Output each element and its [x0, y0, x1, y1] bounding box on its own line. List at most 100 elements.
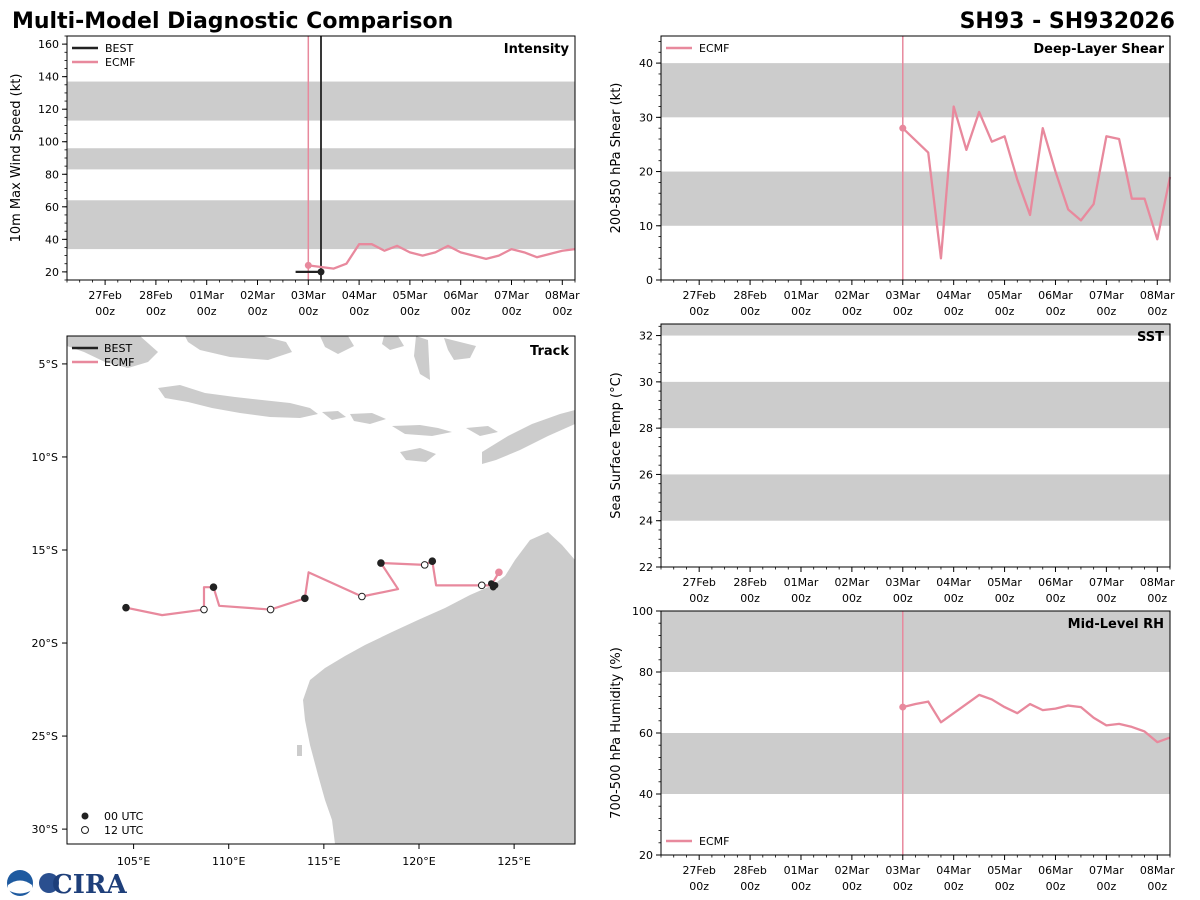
- sst-panel: 22 24 26 28 30 32 27Feb 00z 28Feb 00z 01Mar 00z 02Ma…: [609, 323, 1175, 605]
- intensity-x-tick-date: 04Mar: [342, 289, 377, 302]
- land-sumatra-south: [67, 336, 158, 368]
- legend-00utc: 00 UTC: [104, 810, 144, 823]
- rh-x-tick-hour: 00z: [1046, 880, 1066, 893]
- land-australia: [303, 532, 575, 844]
- rh-x-tick-date: 01Mar: [784, 864, 819, 877]
- sst-x-tick-date: 04Mar: [936, 576, 971, 589]
- track-ecmf-marker-00utc: [209, 583, 218, 592]
- intensity-panel: 20 40 60 80 100 120 140 160 27Feb 00z 28Feb 00z 01Ma…: [9, 35, 580, 318]
- rh-x-tick-date: 28Feb: [733, 864, 766, 877]
- rh-x-tick-hour: 00z: [1147, 880, 1167, 893]
- track-ecmf-marker-00utc: [495, 568, 503, 577]
- sst-x-tick-hour: 00z: [1147, 592, 1167, 605]
- sst-x-tick-date: 01Mar: [784, 576, 819, 589]
- rh-ylabel: 700-500 hPa Humidity (%): [609, 647, 624, 819]
- sst-y-tick-label: 26: [639, 468, 653, 481]
- intensity-x-tick-date: 27Feb: [88, 289, 121, 302]
- sst-x-tick-hour: 00z: [944, 592, 964, 605]
- intensity-x-tick-date: 05Mar: [393, 289, 428, 302]
- rh-band-1: [661, 611, 1170, 672]
- track-x-tick-label: 115°E: [307, 855, 340, 868]
- track-ecmf-marker-00utc: [122, 603, 130, 612]
- shear-x-tick-date: 27Feb: [682, 289, 715, 302]
- rh-x-tick-hour: 00z: [944, 880, 964, 893]
- rh-x-tick-date: 02Mar: [834, 864, 869, 877]
- intensity-y-tick-label: 100: [38, 136, 59, 149]
- shear-ylabel: 200-850 hPa Shear (kt): [609, 83, 624, 234]
- rh-y-tick-label: 40: [639, 788, 653, 801]
- rh-x-tick-date: 06Mar: [1038, 864, 1073, 877]
- land-sulawesi-sw: [382, 336, 404, 350]
- land-sumba: [400, 448, 436, 462]
- sst-y-tick-label: 24: [639, 515, 653, 528]
- sst-y-tick-label: 30: [639, 376, 653, 389]
- shear-x-tick-date: 04Mar: [936, 289, 971, 302]
- sst-x-tick-date: 02Mar: [834, 576, 869, 589]
- rh-legend-ecmf: ECMF: [699, 835, 729, 848]
- shear-x-tick-date: 02Mar: [834, 289, 869, 302]
- land-buton: [444, 338, 476, 360]
- shear-ecmf-point: [899, 124, 907, 132]
- track-ecmf-marker-12utc: [477, 581, 486, 590]
- sst-x-tick-date: 05Mar: [987, 576, 1022, 589]
- track-ecmf-marker-12utc: [420, 561, 429, 569]
- track-x-tick-label: 125°E: [497, 855, 530, 868]
- sst-x-tick-date: 07Mar: [1089, 576, 1124, 589]
- rh-x-tick-date: 27Feb: [682, 864, 715, 877]
- land-sumbawa: [350, 413, 386, 424]
- intensity-x-tick-date: 02Mar: [240, 289, 275, 302]
- shear-y-tick-label: 10: [639, 220, 653, 233]
- track-ecmf-marker-00utc: [428, 557, 437, 565]
- shear-panel: 0 10 20 30 40 27Feb 00z 28Feb 00z 01Mar 00z 02Mar 00…: [609, 35, 1175, 318]
- track-x-tick-label: 120°E: [402, 855, 435, 868]
- intensity-y-tick-label: 80: [45, 168, 59, 181]
- track-x-tick-label: 105°E: [117, 855, 150, 868]
- rh-x-tick-date: 07Mar: [1089, 864, 1124, 877]
- shear-x-tick-hour: 00z: [740, 305, 760, 318]
- intensity-series-ecmf: [308, 243, 576, 270]
- land-timor: [482, 410, 575, 464]
- track-ecmf-marker-00utc: [301, 594, 309, 603]
- intensity-y-tick-label: 60: [45, 201, 59, 214]
- shear-x-tick-hour: 00z: [944, 305, 964, 318]
- intensity-ylabel: 10m Max Wind Speed (kt): [9, 74, 24, 243]
- track-y-tick-label: 20°S: [32, 637, 58, 650]
- shear-x-tick-hour: 00z: [1046, 305, 1066, 318]
- track-ecmf-marker-12utc: [200, 605, 208, 614]
- storm-id: SH93 - SH932026: [960, 9, 1175, 34]
- land-sulawesi: [320, 336, 354, 354]
- intensity-x-tick-hour: 00z: [349, 305, 369, 318]
- rh-x-tick-date: 03Mar: [885, 864, 920, 877]
- rh-x-tick-hour: 00z: [740, 880, 760, 893]
- intensity-x-tick-date: 06Mar: [443, 289, 478, 302]
- intensity-x-tick-date: 28Feb: [139, 289, 172, 302]
- legend-12utc-marker: [81, 826, 89, 834]
- land-masses: [67, 336, 575, 844]
- track-title: Track: [530, 344, 569, 359]
- rh-ecmf-point: [899, 703, 907, 711]
- track-x-tick-label: 110°E: [212, 855, 245, 868]
- track-best-marker-00utc: [487, 580, 495, 587]
- rh-band-0: [661, 733, 1170, 794]
- rh-x-tick-date: 04Mar: [936, 864, 971, 877]
- rh-x-tick-date: 08Mar: [1140, 864, 1175, 877]
- logo: CIRA: [7, 870, 127, 900]
- figure-title: Multi-Model Diagnostic Comparison: [12, 9, 453, 34]
- rh-y-tick-label: 60: [639, 727, 653, 740]
- shear-y-tick-label: 40: [639, 57, 653, 70]
- shear-x-tick-date: 03Mar: [885, 289, 920, 302]
- shear-x-tick-date: 07Mar: [1089, 289, 1124, 302]
- track-y-tick-label: 5°S: [39, 358, 58, 371]
- intensity-x-tick-date: 01Mar: [189, 289, 224, 302]
- track-panel: 105°E 110°E 115°E 120°E 125°E 5°S 10°S 15°S 20°S…: [32, 335, 576, 868]
- sst-band-1: [661, 381, 1170, 429]
- cira-globe-icon: [39, 873, 59, 893]
- land-wetar: [466, 426, 498, 436]
- track-legend: BEST ECMF 00 UTC 12 UTC: [72, 342, 144, 837]
- intensity-title: Intensity: [504, 42, 570, 57]
- sst-x-tick-hour: 00z: [1096, 592, 1116, 605]
- sst-y-tick-label: 28: [639, 422, 653, 435]
- intensity-x-tick-hour: 00z: [451, 305, 471, 318]
- land-java: [158, 385, 318, 418]
